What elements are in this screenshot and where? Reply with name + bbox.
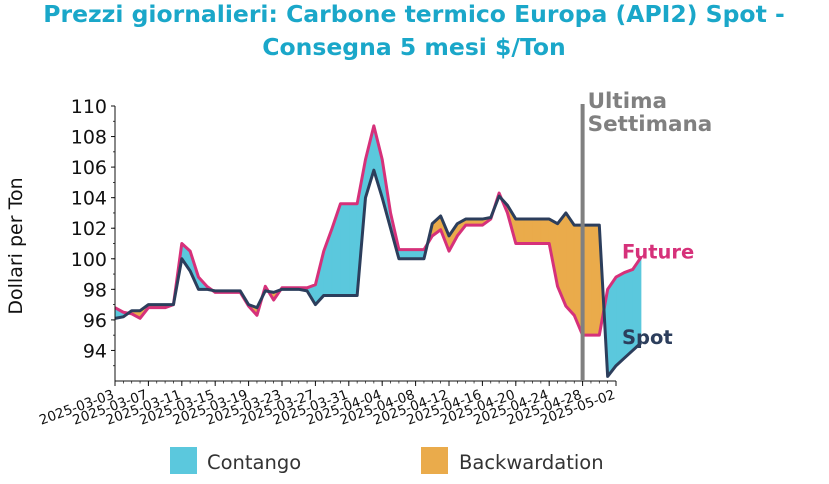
chart-title-line2: Consegna 5 mesi $/Ton (262, 33, 566, 61)
backwardation-fill (590, 224, 600, 336)
series-lines (114, 124, 643, 378)
contango-fill (348, 203, 358, 296)
series-line-future (114, 124, 643, 337)
series-label-future: Future (622, 240, 694, 263)
backwardation-fill (532, 218, 542, 244)
y-tick-label: 110 (71, 96, 107, 118)
y-tick-label: 108 (71, 127, 107, 149)
contango-fill (607, 276, 617, 378)
contango-fill (340, 203, 350, 296)
series-line-spot (114, 168, 643, 378)
chart-title-line1: Prezzi giornalieri: Carbone termico Euro… (43, 0, 785, 28)
y-tick-label: 104 (71, 188, 107, 210)
last-week-label-line2: Settimana (588, 112, 713, 137)
backwardation-fill (515, 218, 525, 244)
legend-swatch-contango (170, 447, 197, 474)
spread-fill-area (114, 125, 642, 378)
legend: Contango Backwardation (170, 447, 604, 474)
y-tick-label: 96 (83, 310, 107, 332)
y-tick-label: 98 (83, 279, 107, 301)
backwardation-fill (565, 211, 575, 317)
y-axis-title: Dollari per Ton (5, 177, 27, 314)
series-labels: Future Spot (622, 240, 694, 349)
y-tick-label: 106 (71, 157, 107, 179)
last-week-label-line1: Ultima (588, 89, 667, 114)
legend-swatch-backwardation (421, 447, 448, 474)
y-tick-label: 100 (71, 249, 107, 271)
y-tick-label: 94 (83, 340, 107, 362)
y-tick-label: 102 (71, 218, 107, 240)
backwardation-fill (523, 218, 533, 244)
legend-label-backwardation: Backwardation (459, 451, 604, 474)
legend-label-contango: Contango (207, 451, 301, 474)
contango-fill (615, 272, 625, 367)
series-label-spot: Spot (622, 326, 673, 349)
backwardation-fill (540, 218, 550, 244)
